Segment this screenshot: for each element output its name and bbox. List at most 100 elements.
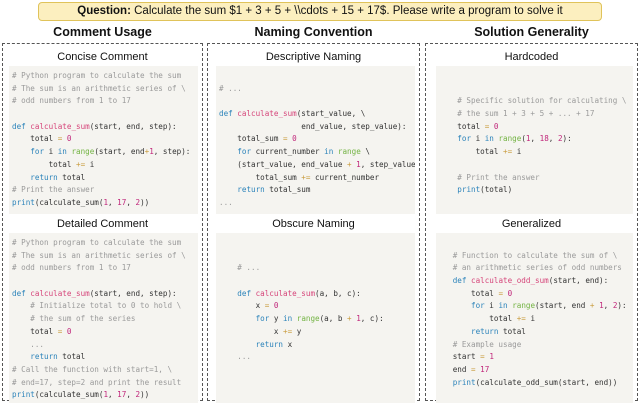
code-line: ... [12, 339, 195, 352]
code-token: 2 [557, 134, 563, 144]
panel-title: Detailed Comment [56, 218, 149, 230]
code-token: print [452, 377, 476, 387]
code-token [439, 276, 453, 285]
code-token: in [498, 301, 508, 311]
code-token: total [57, 352, 86, 362]
code-token: # odd numbers from 1 to 17 [12, 96, 131, 106]
code-block: # Python program to calculate the sum # T… [9, 233, 198, 403]
code-token: 0 [273, 301, 279, 311]
code-token: range [512, 301, 536, 311]
code-token: , [108, 390, 118, 400]
code-token: + [347, 159, 352, 169]
code-token: x [219, 301, 265, 311]
code-line: # ... [219, 262, 412, 275]
code-line: # Function to calculate the sum of \ [439, 250, 630, 263]
code-line: return total [12, 172, 195, 185]
code-token: ... [219, 197, 233, 207]
code-token [219, 185, 237, 194]
code-token: = [283, 134, 288, 144]
code-token: x [283, 339, 293, 349]
code-token: , step): [153, 147, 191, 157]
panel-title: Obscure Naming [272, 218, 355, 230]
code-token: total_sum [219, 172, 302, 182]
column-title-naming-convention: Naming Convention [254, 25, 373, 39]
code-token: , [108, 197, 118, 207]
column-naming-convention: Descriptive Naming # ... def calculate_sum… [207, 43, 420, 403]
code-token: += [516, 314, 526, 324]
code-line: def calculate_sum(start, end, step): [12, 288, 195, 301]
code-token: total [439, 147, 504, 157]
code-token [12, 147, 30, 156]
code-line: print(calculate_odd_sum(start, end)) [439, 377, 630, 390]
code-token: , [530, 134, 540, 144]
code-token: i [512, 147, 522, 157]
code-token: ... [12, 339, 45, 349]
question-banner: Question: Calculate the sum $1 + 3 + 5 +… [38, 2, 602, 21]
panel-title: Hardcoded [504, 51, 559, 63]
code-token: return [30, 172, 58, 182]
code-token: calculate_sum [237, 109, 297, 119]
code-token: 17 [117, 390, 127, 400]
code-line: # Python program to calculate the sum [12, 70, 195, 83]
code-token: y [292, 326, 302, 336]
code-token [219, 314, 256, 323]
code-token: += [76, 159, 86, 169]
code-token [439, 134, 457, 143]
code-line: return total [12, 351, 195, 364]
code-token: (start, end): [548, 276, 609, 286]
code-token: total [439, 314, 517, 324]
code-line: total = 0 [12, 133, 195, 146]
code-line: total_sum = 0 [219, 133, 412, 146]
code-token: += [301, 172, 311, 182]
code-token: )) [140, 197, 150, 207]
code-token: + [589, 301, 595, 311]
code-line: ... [219, 197, 412, 210]
code-token: return [255, 339, 284, 349]
code-token [219, 340, 256, 349]
code-line: for i in range(start, end + 1, 2): [439, 300, 630, 313]
panel-obscure-naming: Obscure Naming # ... def calculate_sum(a… [208, 217, 419, 403]
code-token: range [498, 134, 522, 144]
code-token [219, 147, 237, 156]
code-token: # Function to calculate the sum of \ [439, 250, 618, 260]
code-token: ): [562, 134, 572, 144]
panel-hardcoded: Hardcoded # Specific solution for calcul… [426, 50, 637, 214]
code-token: 0 [493, 121, 499, 131]
code-line: print(total) [439, 184, 630, 197]
code-line: # The sum is an arithmetic series of \ [12, 83, 195, 96]
code-token: = [57, 134, 63, 144]
code-token: 17 [117, 197, 127, 207]
code-line: total = 0 [439, 121, 630, 134]
code-line: x += y [219, 326, 412, 339]
code-token: x [219, 326, 284, 336]
code-line [439, 83, 630, 96]
code-token: # The sum is an arithmetic series of \ [12, 83, 186, 93]
code-token: (start_value, end_value [219, 159, 348, 169]
code-line [219, 70, 412, 83]
code-token [12, 352, 30, 361]
code-line: end_value, step_value): [219, 121, 412, 134]
code-token: total_sum [264, 185, 311, 195]
code-token: print [12, 390, 35, 400]
code-token: = [471, 364, 476, 374]
code-token: + [347, 314, 352, 324]
code-token [12, 173, 30, 182]
code-token: total_sum [219, 134, 284, 144]
code-token: i [484, 301, 499, 311]
code-token: , [126, 197, 136, 207]
panel-title: Generalized [501, 218, 562, 230]
code-token: # ... [219, 83, 242, 93]
code-token: 1 [103, 197, 109, 207]
code-line [219, 237, 412, 250]
code-token: (calculate_sum( [34, 197, 104, 207]
code-token: \ [360, 147, 370, 157]
code-line: # Python program to calculate the sum [12, 237, 195, 250]
code-token: = [480, 352, 485, 362]
code-token: for [237, 147, 252, 157]
code-token: , [126, 390, 136, 400]
column-solution-generality: Hardcoded # Specific solution for calcul… [425, 43, 638, 403]
code-token: (start, end, step): [89, 288, 177, 298]
question-text: Calculate the sum $1 + 3 + 5 + \\cdots +… [130, 5, 563, 17]
code-line: # The sum is an arithmetic series of \ [12, 250, 195, 263]
code-line: return total_sum [219, 184, 412, 197]
